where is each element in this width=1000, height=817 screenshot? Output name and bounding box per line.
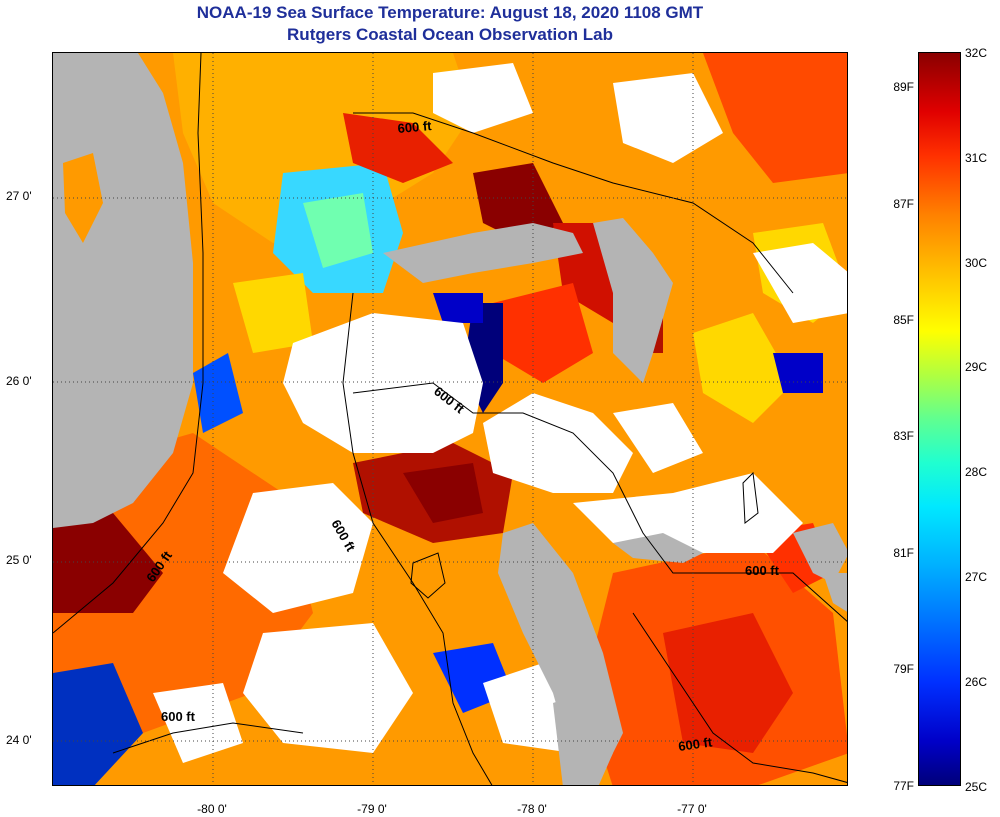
colorbar-fahrenheit-label: 87F	[893, 197, 914, 211]
lon-tick-label: -78 0'	[517, 802, 547, 816]
colorbar-fahrenheit-label: 77F	[893, 779, 914, 793]
contour-label: 600 ft	[397, 118, 433, 136]
contour-line	[410, 552, 446, 599]
cloud-mask	[483, 393, 633, 493]
sst-patch	[663, 613, 793, 753]
sst-patch	[773, 353, 823, 393]
land-abaco	[593, 218, 673, 383]
colorbar-celsius-label: 30C	[965, 256, 988, 270]
lon-tick-label: -79 0'	[357, 802, 387, 816]
sst-patch	[493, 283, 593, 383]
colorbar-celsius-label: 28C	[965, 465, 988, 479]
sst-patch	[473, 163, 563, 243]
cloud-mask	[753, 243, 847, 323]
lat-tick-label: 24 0'	[6, 733, 32, 747]
land-cat-island	[823, 573, 847, 612]
contour-line	[342, 292, 493, 785]
colorbar-fahrenheit-label: 85F	[893, 313, 914, 327]
colorbar-celsius-label: 26C	[965, 675, 988, 689]
sst-patch	[403, 463, 483, 523]
cloud-mask	[243, 623, 413, 753]
colorbar-celsius-label: 32C	[965, 46, 988, 60]
cloud-mask	[613, 73, 723, 163]
cloud-mask	[433, 63, 533, 133]
colorbar-fahrenheit-label: 79F	[893, 662, 914, 676]
sst-patch	[703, 53, 847, 183]
lon-tick-label: -77 0'	[677, 802, 707, 816]
colorbar-celsius-label: 25C	[965, 780, 988, 794]
land-eleuthera	[793, 523, 847, 583]
lat-tick-label: 27 0'	[6, 189, 32, 203]
contour-label: 600 ft	[677, 734, 713, 754]
map-title: NOAA-19 Sea Surface Temperature: August …	[196, 3, 704, 22]
sst-patch	[693, 313, 793, 423]
colorbar-celsius-label: 29C	[965, 360, 988, 374]
colorbar-celsius-label: 31C	[965, 151, 988, 165]
contour-line	[112, 722, 304, 754]
cloud-mask	[223, 483, 373, 613]
sst-patch	[173, 53, 473, 243]
contour-line	[352, 382, 847, 622]
contour-label: 600 ft	[161, 709, 196, 724]
sst-patch	[433, 293, 483, 323]
contour-line	[53, 53, 204, 634]
lat-tick-label: 26 0'	[6, 374, 32, 388]
map-subtitle: Rutgers Coastal Ocean Observation Lab	[287, 25, 613, 44]
cloud-mask	[573, 473, 803, 553]
sst-patch	[193, 353, 243, 433]
contour-line	[353, 112, 794, 294]
cloud-mask	[613, 403, 703, 473]
cloud-mask	[153, 683, 243, 763]
grid-lines	[53, 53, 847, 785]
colorbar-celsius-label: 27C	[965, 570, 988, 584]
sst-patch	[53, 513, 163, 613]
lake-okeechobee	[63, 153, 103, 243]
colorbar-fahrenheit-label: 81F	[893, 546, 914, 560]
sst-patch	[233, 273, 313, 353]
lon-tick-label: -80 0'	[197, 802, 227, 816]
sst-patch	[343, 113, 453, 183]
sst-patch	[53, 663, 143, 785]
lat-tick-label: 25 0'	[6, 553, 32, 567]
sst-map-canvas: 600 ft 600 ft 600 ft 600 ft 600 ft 600 f…	[53, 53, 847, 785]
sst-map: 600 ft 600 ft 600 ft 600 ft 600 ft 600 f…	[52, 52, 848, 786]
land-new-providence	[613, 533, 703, 563]
contour-line	[742, 471, 759, 524]
sst-patch	[303, 193, 373, 268]
contour-line	[632, 612, 847, 783]
land-exumas	[553, 693, 613, 785]
cloud-mask	[283, 313, 483, 453]
contour-label: 600 ft	[745, 563, 780, 578]
colorbar-fahrenheit-label: 89F	[893, 80, 914, 94]
colorbar-fahrenheit-label: 83F	[893, 429, 914, 443]
temperature-colorbar	[918, 52, 961, 786]
